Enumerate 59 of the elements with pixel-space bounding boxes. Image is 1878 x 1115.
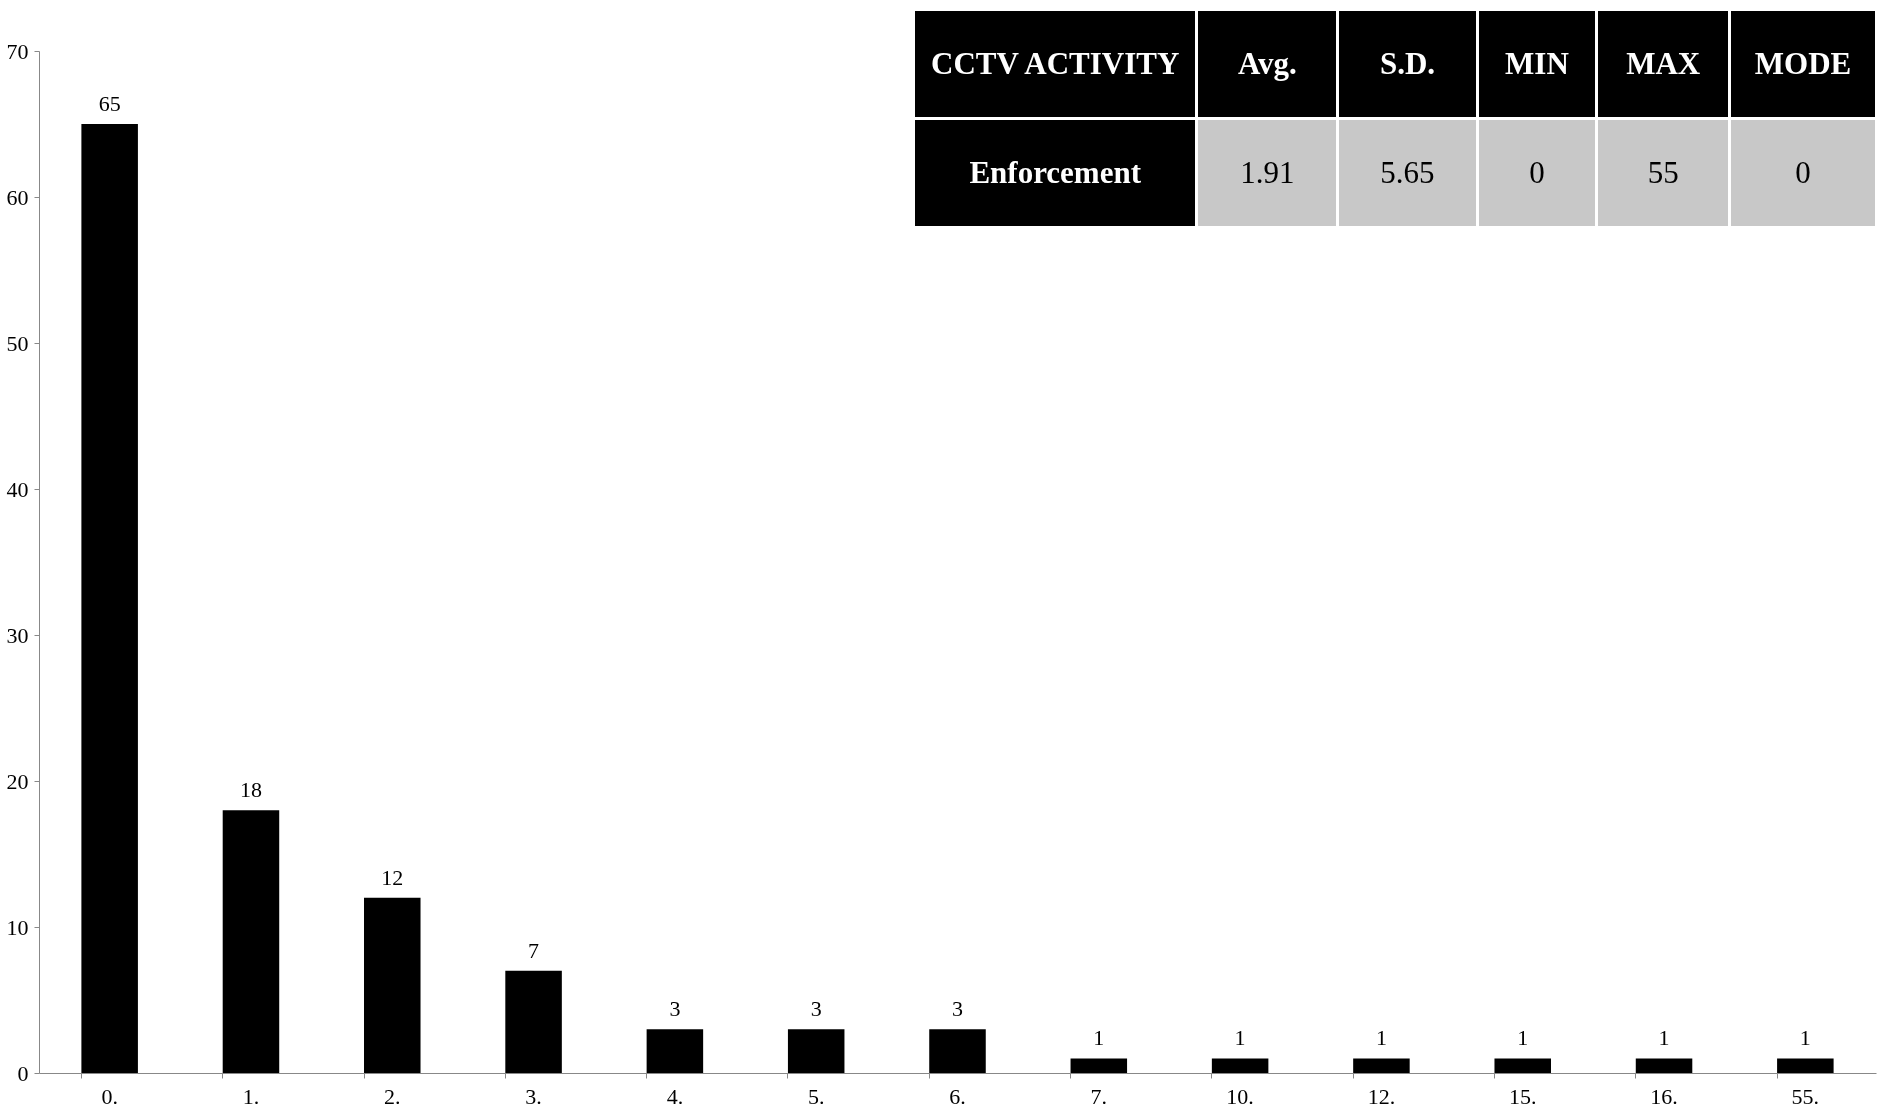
y-tick-label: 40 xyxy=(6,476,29,502)
bar xyxy=(1353,1058,1410,1073)
bar xyxy=(1777,1058,1834,1073)
data-label: 3 xyxy=(669,996,681,1022)
bar xyxy=(1635,1058,1693,1073)
bar xyxy=(1494,1058,1551,1073)
x-tick-label: 10. xyxy=(1226,1083,1254,1109)
x-tick-label: 55. xyxy=(1791,1083,1820,1109)
annotation: S.D. xyxy=(1337,9,1478,119)
bar xyxy=(505,970,562,1073)
data-label: 1 xyxy=(1799,1025,1811,1051)
x-tick-label: 2. xyxy=(384,1083,401,1109)
x-tick-label: 15. xyxy=(1508,1083,1537,1109)
x-tick-label: 0. xyxy=(101,1083,118,1109)
annotation: MODE xyxy=(1729,9,1877,119)
bar xyxy=(1070,1058,1128,1073)
annotation: 5.65 xyxy=(1337,118,1478,228)
bar xyxy=(222,810,280,1073)
data-label: 3 xyxy=(952,996,963,1022)
x-tick-label: 7. xyxy=(1090,1083,1108,1109)
x-tick-label: 1. xyxy=(242,1083,260,1109)
data-label: 1 xyxy=(1658,1025,1670,1051)
x-tick-label: 5. xyxy=(807,1083,825,1109)
y-tick-label: 10 xyxy=(6,914,29,940)
data-label: 65 xyxy=(98,91,121,116)
data-label: 18 xyxy=(239,777,262,803)
x-tick-label: 4. xyxy=(666,1083,684,1109)
annotation: CCTV ACTIVITY xyxy=(913,9,1197,119)
data-label: 1 xyxy=(1093,1025,1105,1051)
y-tick-label: 0 xyxy=(17,1060,29,1086)
x-tick-label: 3. xyxy=(525,1083,542,1109)
bar xyxy=(787,1029,845,1073)
annotation: MAX xyxy=(1596,9,1730,119)
data-label: 3 xyxy=(810,996,822,1022)
annotation: Enforcement xyxy=(913,118,1197,228)
annotation: 55 xyxy=(1596,118,1730,228)
y-tick-label: 30 xyxy=(6,622,29,648)
bar xyxy=(81,124,138,1073)
data-label: 1 xyxy=(1234,1025,1246,1051)
x-tick-label: 6. xyxy=(949,1083,966,1109)
annotation: 1.91 xyxy=(1196,118,1338,228)
data-label: 1 xyxy=(1375,1025,1387,1051)
y-tick-label: 70 xyxy=(6,38,29,64)
data-label: 12 xyxy=(381,864,404,890)
data-label: 7 xyxy=(528,937,540,963)
x-tick-label: 12. xyxy=(1367,1083,1396,1109)
y-tick-label: 20 xyxy=(6,768,29,794)
y-tick-label: 60 xyxy=(6,184,29,210)
annotation: Avg. xyxy=(1196,9,1338,119)
annotation: MIN xyxy=(1477,9,1597,119)
bar xyxy=(929,1029,986,1073)
bar xyxy=(364,897,421,1073)
bar xyxy=(646,1029,704,1073)
data-label: 1 xyxy=(1517,1025,1529,1051)
annotation: 0 xyxy=(1729,118,1877,228)
y-tick-label: 50 xyxy=(6,330,29,356)
annotation: 0 xyxy=(1477,118,1597,228)
x-tick-label: 16. xyxy=(1650,1083,1678,1109)
bar xyxy=(1211,1058,1269,1073)
